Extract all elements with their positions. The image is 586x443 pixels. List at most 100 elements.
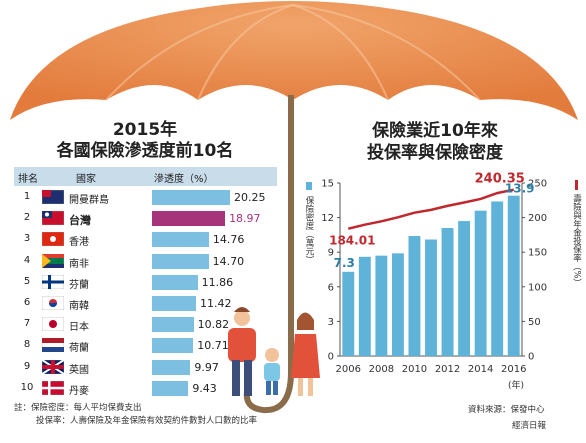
right-tick-label: 200 bbox=[528, 213, 547, 224]
row-value: 14.70 bbox=[212, 254, 245, 268]
publisher-name: 經濟日報 bbox=[512, 421, 547, 431]
row-country: 南非 bbox=[69, 258, 89, 270]
left-tick-label: 6 bbox=[328, 282, 334, 293]
row-country: 香港 bbox=[69, 237, 89, 249]
row-value: 9.43 bbox=[192, 381, 217, 395]
density-bar bbox=[358, 256, 371, 356]
density-bar bbox=[507, 195, 520, 356]
row-value: 10.82 bbox=[197, 318, 230, 332]
penetration-bar bbox=[152, 253, 209, 269]
line-legend-label: 壽險與年金投保率（%） bbox=[572, 193, 582, 287]
southafrica-flag-icon bbox=[41, 253, 65, 268]
penetration-bar bbox=[152, 317, 194, 333]
density-bar bbox=[474, 210, 487, 356]
penetration-bar bbox=[152, 232, 209, 248]
family-illustration bbox=[228, 307, 320, 396]
row-rank: 1 bbox=[23, 191, 31, 202]
penetration-bar bbox=[152, 190, 230, 205]
right-tick-label: 100 bbox=[528, 282, 547, 293]
left-title: 2015年 各國保險滲透度前10名 bbox=[15, 120, 275, 162]
row-rank: 7 bbox=[23, 318, 31, 330]
left-title-year: 2015年 bbox=[112, 120, 178, 140]
penetration-bar bbox=[152, 274, 198, 290]
row-rank: 2 bbox=[23, 212, 31, 224]
x-tick-label: 2006 bbox=[336, 364, 361, 375]
row-value: 10.71 bbox=[197, 339, 229, 353]
x-tick-label: 2012 bbox=[435, 364, 460, 375]
note-rate: 投保率：人壽保險及年金保險有效契約件數對人口數的比率 bbox=[36, 416, 258, 426]
row-country: 開曼群島 bbox=[69, 195, 109, 206]
header-metric: 滲透度（%） bbox=[154, 174, 214, 185]
line-legend-swatch bbox=[575, 180, 578, 190]
flag-graphic bbox=[41, 295, 65, 311]
density-bar bbox=[342, 271, 355, 356]
flag-graphic bbox=[41, 189, 65, 205]
left-tick-label: 3 bbox=[328, 317, 334, 328]
cayman-flag-icon bbox=[41, 189, 65, 205]
left-tick-label: 9 bbox=[328, 248, 334, 259]
right-title-line1: 保險業近10年來 bbox=[372, 121, 498, 141]
taiwan-flag-icon bbox=[41, 210, 65, 226]
right-tick-label: 0 bbox=[528, 352, 534, 363]
note-density: 註：保險密度：每人平均保費支出 bbox=[14, 403, 142, 413]
netherlands-flag-icon bbox=[41, 338, 65, 353]
density-bar bbox=[458, 221, 471, 356]
left-tick-label: 15 bbox=[321, 179, 334, 190]
density-bar bbox=[391, 253, 404, 356]
ranking-row: 5 芬蘭 11.86 bbox=[14, 272, 277, 293]
right-tick-label: 150 bbox=[528, 248, 547, 259]
x-tick-label: 2008 bbox=[369, 364, 394, 375]
header-country: 國家 bbox=[76, 174, 96, 185]
line-label-2006: 184.01 bbox=[329, 234, 375, 248]
data-source: 資料來源：保發中心 bbox=[468, 405, 545, 415]
row-country: 荷蘭 bbox=[69, 343, 89, 355]
left-tick-label: 0 bbox=[328, 352, 334, 363]
hongkong-flag-icon bbox=[41, 232, 65, 247]
density-bar bbox=[491, 201, 504, 356]
right-tick-label: 250 bbox=[528, 179, 547, 190]
x-unit-label: (年) bbox=[508, 379, 524, 391]
bar-legend-label: 保險密度（萬元） bbox=[304, 195, 314, 264]
flag-graphic bbox=[41, 210, 65, 226]
x-tick-label: 2010 bbox=[402, 364, 427, 375]
row-rank: 5 bbox=[23, 275, 31, 287]
flag-graphic bbox=[41, 253, 65, 268]
flag-graphic bbox=[41, 274, 65, 290]
ranking-row: 7 日本 10.82 bbox=[14, 314, 277, 335]
right-title: 保險業近10年來 投保率與保險密度 bbox=[300, 120, 570, 164]
footer-notes: 註：保險密度：每人平均保費支出 投保率：人壽保險及年金保險有效契約件數對人口數的… bbox=[14, 402, 257, 428]
row-value: 9.97 bbox=[194, 360, 219, 374]
density-bar bbox=[375, 255, 388, 356]
row-rank: 9 bbox=[23, 360, 31, 372]
right-tick-label: 50 bbox=[528, 317, 541, 328]
row-country: 日本 bbox=[69, 322, 89, 334]
uk-flag-icon bbox=[41, 358, 65, 375]
x-tick-label: 2014 bbox=[468, 364, 493, 375]
row-country: 英國 bbox=[69, 364, 89, 376]
coverage-rate-line bbox=[347, 188, 514, 230]
row-value: 11.86 bbox=[201, 275, 234, 289]
penetration-bar bbox=[152, 211, 226, 227]
header-rank: 排名 bbox=[18, 174, 38, 185]
denmark-flag-icon bbox=[41, 380, 65, 396]
row-rank: 4 bbox=[23, 254, 31, 266]
penetration-bar bbox=[152, 380, 189, 396]
row-country: 台灣 bbox=[69, 214, 91, 228]
bar-label-2006: 7.3 bbox=[334, 256, 355, 270]
ranking-row: 6 南韓 11.42 bbox=[14, 293, 277, 314]
density-bar bbox=[408, 236, 421, 356]
flag-graphic bbox=[41, 358, 65, 375]
row-rank: 3 bbox=[23, 233, 31, 245]
bar-legend-swatch bbox=[306, 182, 312, 190]
row-country: 丹麥 bbox=[69, 385, 89, 397]
row-country: 芬蘭 bbox=[69, 279, 89, 291]
row-rank: 8 bbox=[23, 339, 31, 351]
southkorea-flag-icon bbox=[41, 295, 65, 311]
line-label-2016: 240.35 bbox=[475, 172, 525, 187]
left-tick-label: 12 bbox=[321, 213, 334, 224]
penetration-bar bbox=[152, 296, 196, 311]
ranking-row: 3 香港 14.76 bbox=[14, 229, 277, 250]
flag-graphic bbox=[41, 338, 65, 353]
